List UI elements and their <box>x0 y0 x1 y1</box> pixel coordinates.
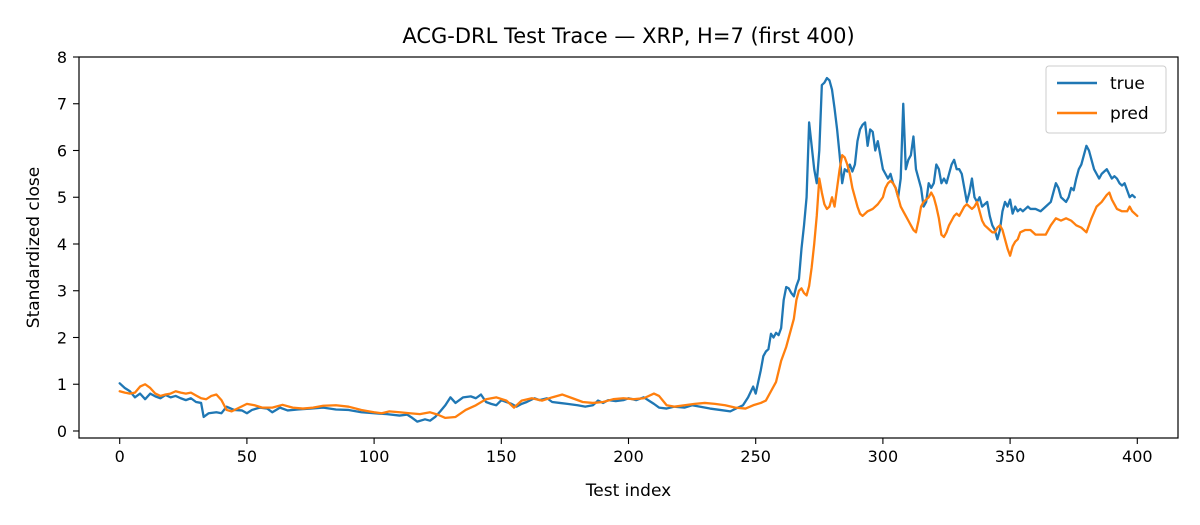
x-tick-label: 100 <box>359 447 390 466</box>
legend: true pred <box>1045 65 1167 134</box>
y-tick-label: 7 <box>57 95 67 114</box>
x-tick-label: 0 <box>115 447 125 466</box>
x-tick-label: 50 <box>237 447 257 466</box>
y-tick-label: 3 <box>57 282 67 301</box>
y-tick-label: 4 <box>57 235 67 254</box>
legend-label-true: true <box>1110 74 1145 94</box>
series-line-pred <box>118 154 1139 420</box>
x-tick-label: 400 <box>1122 447 1153 466</box>
chart-title: ACG-DRL Test Trace — XRP, H=7 (first 400… <box>402 24 854 48</box>
x-tick-label: 200 <box>613 447 644 466</box>
x-tick-label: 250 <box>740 447 771 466</box>
x-axis: 0 50 100 150 200 250 300 350 400 <box>115 438 1153 466</box>
x-tick-label: 300 <box>868 447 899 466</box>
y-axis: 0 1 2 3 4 5 6 7 8 <box>57 48 79 441</box>
series-line-true <box>118 76 1136 423</box>
plot-area <box>118 76 1139 423</box>
legend-label-pred: pred <box>1110 104 1149 124</box>
y-tick-label: 2 <box>57 328 67 347</box>
y-tick-label: 6 <box>57 141 67 160</box>
y-tick-label: 0 <box>57 422 67 441</box>
y-tick-label: 5 <box>57 188 67 207</box>
x-tick-label: 350 <box>995 447 1026 466</box>
x-tick-label: 150 <box>486 447 517 466</box>
x-axis-label: Test index <box>585 481 671 501</box>
y-tick-label: 1 <box>57 375 67 394</box>
y-axis-label: Standardized close <box>24 167 44 328</box>
y-tick-label: 8 <box>57 48 67 67</box>
